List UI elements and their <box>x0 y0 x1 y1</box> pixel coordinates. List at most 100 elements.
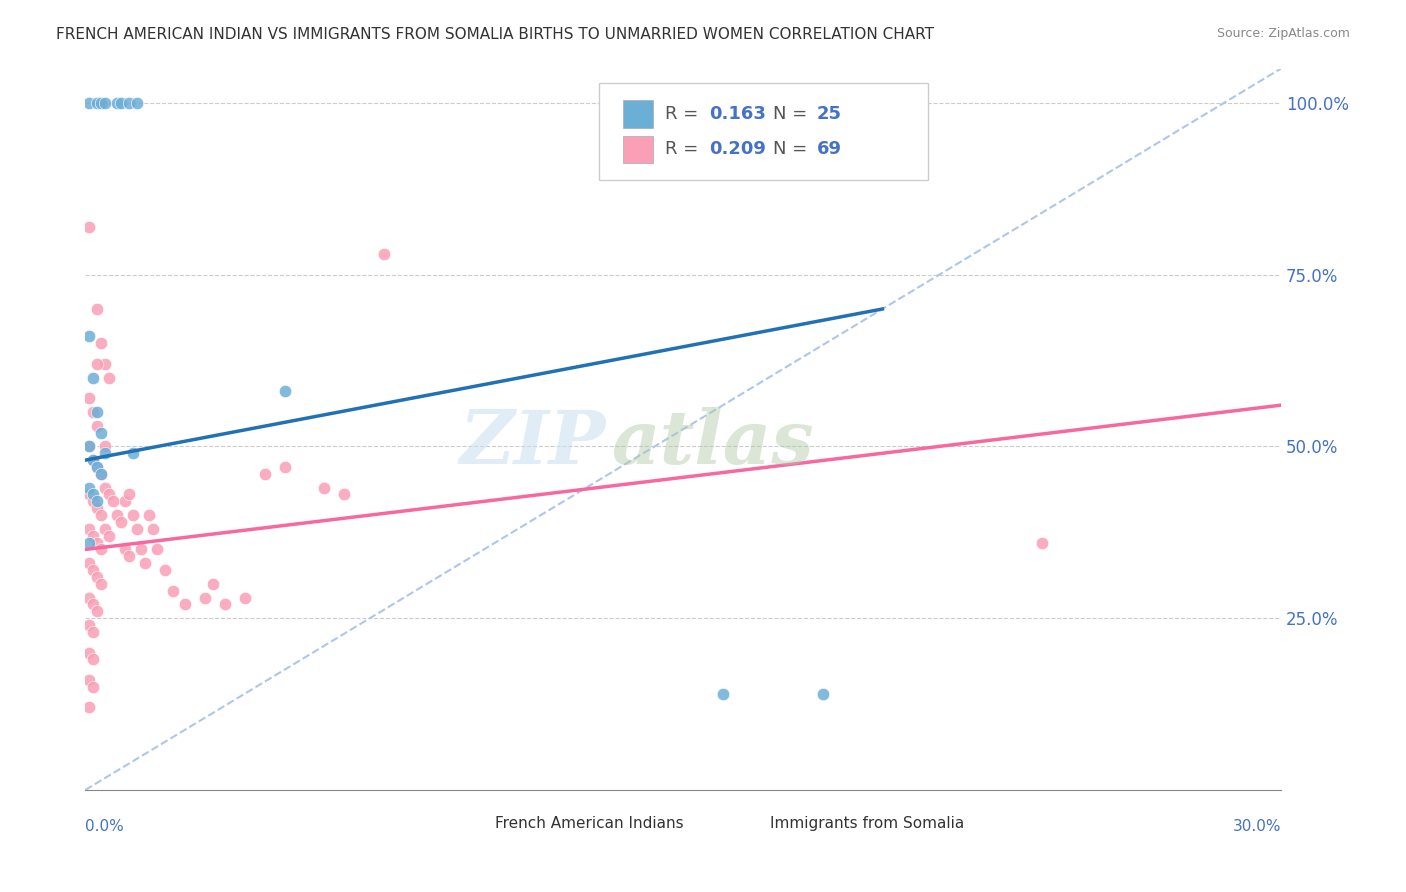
Point <box>233 591 256 605</box>
Point <box>82 453 104 467</box>
Text: R =: R = <box>665 140 704 158</box>
Point <box>94 439 117 453</box>
Text: Source: ZipAtlas.com: Source: ZipAtlas.com <box>1216 27 1350 40</box>
Point <box>122 446 145 460</box>
Point <box>103 494 125 508</box>
Point <box>98 487 121 501</box>
Point <box>94 481 117 495</box>
FancyBboxPatch shape <box>737 813 763 833</box>
Text: atlas: atlas <box>612 408 814 480</box>
Text: 25: 25 <box>817 105 842 123</box>
Point <box>86 604 108 618</box>
Point <box>273 384 295 399</box>
Text: N =: N = <box>773 140 813 158</box>
Point <box>79 522 101 536</box>
Text: 0.0%: 0.0% <box>86 819 124 834</box>
Point <box>90 542 112 557</box>
Point <box>86 501 108 516</box>
Point <box>86 418 108 433</box>
Point <box>79 487 101 501</box>
Point <box>90 336 112 351</box>
Point <box>105 95 128 110</box>
Point <box>79 535 101 549</box>
Point <box>811 687 834 701</box>
Point <box>82 453 104 467</box>
Point <box>118 95 141 110</box>
Point <box>79 481 101 495</box>
Point <box>114 494 136 508</box>
Point <box>94 446 117 460</box>
Text: R =: R = <box>665 105 704 123</box>
Point <box>86 460 108 475</box>
Point <box>82 529 104 543</box>
Point <box>90 576 112 591</box>
Point <box>79 219 101 234</box>
Point <box>86 357 108 371</box>
Point <box>98 529 121 543</box>
Point <box>162 583 184 598</box>
Point <box>86 460 108 475</box>
Text: N =: N = <box>773 105 813 123</box>
FancyBboxPatch shape <box>599 83 928 180</box>
Point <box>201 576 224 591</box>
Text: ZIP: ZIP <box>460 408 606 480</box>
Point <box>127 522 149 536</box>
Point <box>79 591 101 605</box>
Point <box>90 425 112 440</box>
Point <box>273 460 295 475</box>
Point <box>82 563 104 577</box>
Point <box>90 508 112 522</box>
Point <box>79 700 101 714</box>
Text: 30.0%: 30.0% <box>1233 819 1281 834</box>
Point <box>129 542 152 557</box>
Point <box>79 329 101 343</box>
Point <box>110 515 132 529</box>
Point <box>86 535 108 549</box>
Point <box>79 95 101 110</box>
Point <box>86 95 108 110</box>
Point <box>82 370 104 384</box>
Point <box>79 646 101 660</box>
Point <box>82 680 104 694</box>
Point <box>118 487 141 501</box>
Point <box>94 357 117 371</box>
Point <box>79 392 101 406</box>
Point <box>82 487 104 501</box>
Text: 0.209: 0.209 <box>710 140 766 158</box>
Point <box>86 301 108 316</box>
Point <box>82 494 104 508</box>
Point <box>214 598 236 612</box>
Point <box>90 467 112 481</box>
Point <box>86 494 108 508</box>
Point <box>79 439 101 453</box>
Point <box>134 556 156 570</box>
Point <box>79 556 101 570</box>
Point <box>373 247 395 261</box>
Text: 69: 69 <box>817 140 842 158</box>
Text: 0.163: 0.163 <box>710 105 766 123</box>
Text: French American Indians: French American Indians <box>495 815 685 830</box>
Point <box>105 508 128 522</box>
Point <box>333 487 356 501</box>
Point <box>94 95 117 110</box>
Point <box>82 405 104 419</box>
Point <box>86 570 108 584</box>
Point <box>138 508 160 522</box>
Point <box>82 598 104 612</box>
Text: Immigrants from Somalia: Immigrants from Somalia <box>770 815 965 830</box>
Point <box>79 439 101 453</box>
Point <box>86 405 108 419</box>
FancyBboxPatch shape <box>463 813 488 833</box>
Point <box>98 370 121 384</box>
Text: FRENCH AMERICAN INDIAN VS IMMIGRANTS FROM SOMALIA BIRTHS TO UNMARRIED WOMEN CORR: FRENCH AMERICAN INDIAN VS IMMIGRANTS FRO… <box>56 27 934 42</box>
Point <box>174 598 197 612</box>
Point <box>253 467 276 481</box>
Point <box>711 687 734 701</box>
Point <box>94 522 117 536</box>
Point <box>114 542 136 557</box>
Point <box>82 624 104 639</box>
Point <box>153 563 176 577</box>
Point <box>122 508 145 522</box>
Point <box>1031 535 1053 549</box>
FancyBboxPatch shape <box>623 100 654 128</box>
